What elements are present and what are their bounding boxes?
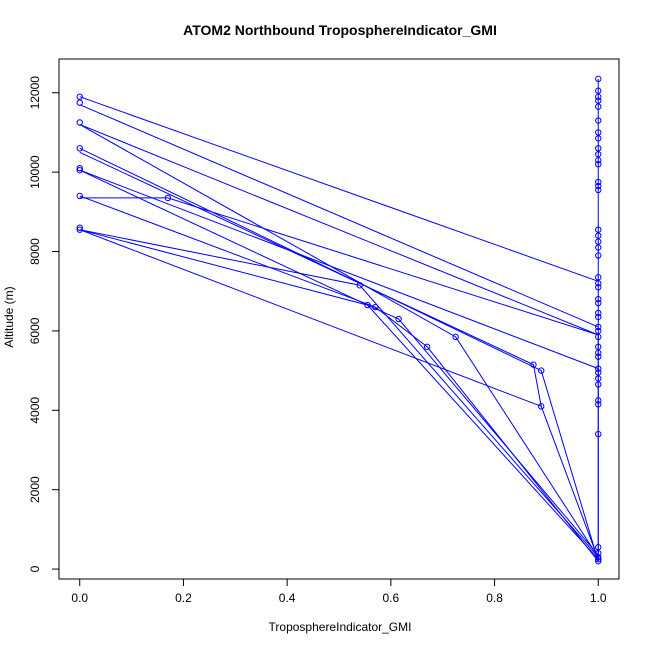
series-line [79,229,599,558]
data-point [595,430,602,438]
data-point [76,99,83,106]
data-point [595,145,602,152]
x-tick-label: 1.0 [590,591,607,605]
x-tick-label: 0.4 [279,591,296,605]
y-tick-label: 8000 [28,238,42,265]
data-point [595,313,602,321]
x-tick-label: 0.6 [383,591,400,605]
data-point [595,244,602,251]
data-point [595,365,602,372]
data-point [595,323,602,331]
data-point [595,87,602,94]
data-point [538,403,545,410]
data-point [538,367,545,374]
x-tick-label: 0.2 [175,591,192,605]
data-point [595,238,602,245]
data-point [595,309,602,317]
plot-frame [58,58,620,580]
data-point [164,194,172,202]
data-point [595,103,602,110]
data-point [595,280,602,287]
data-point [395,315,402,323]
series-lines [79,78,599,562]
y-tick-label: 6000 [28,317,42,344]
data-point [595,557,602,565]
data-point [595,226,602,233]
y-tick-label: 2000 [28,476,42,503]
data-point [595,401,602,408]
data-point [76,164,83,172]
data-point [595,157,602,164]
data-point [530,361,537,368]
data-point [356,282,363,289]
data-point [595,135,602,142]
data-point [595,327,602,335]
data-point [595,349,602,356]
data-point [595,397,602,404]
data-point [76,192,83,200]
y-tick-label: 0 [28,565,42,572]
data-point [595,353,602,360]
data-point [364,301,371,309]
data-point [595,375,602,382]
data-point [595,97,602,104]
data-point [595,553,602,561]
y-axis-label: Altitude (m) [2,286,16,347]
data-point [595,369,602,376]
data-point [76,166,83,174]
series-line [79,151,599,560]
x-tick-label: 0.0 [71,591,88,605]
data-point [595,252,602,259]
series-line [79,124,599,558]
series-line [79,195,599,562]
data-point [595,182,602,190]
data-point [76,224,83,231]
series-line [79,96,599,282]
y-tick-label: 4000 [28,397,42,424]
series-line [79,197,599,336]
data-point [595,555,602,563]
data-point [595,295,602,303]
series-line [79,229,599,560]
x-axis-label: TroposphereIndicator_GMI [269,620,412,634]
data-point [595,178,602,186]
data-point [76,145,83,152]
data-point [423,343,431,350]
chart-title: ATOM2 Northbound TroposphereIndicator_GM… [183,22,497,38]
data-point [595,381,602,388]
data-point [595,232,602,239]
data-point [595,160,602,168]
data-point [595,284,602,291]
data-point [76,119,83,126]
series-line [79,147,599,562]
y-tick-label: 10000 [28,155,42,189]
data-point [595,186,602,194]
data-point [595,544,602,551]
data-point [595,274,602,281]
data-point [595,117,602,124]
data-point [595,129,602,136]
data-point [595,93,602,100]
series-line [79,169,599,556]
data-point [595,299,602,307]
axes: 0.0 0.2 0.4 0.6 0.8 1.0 0 2000 4000 6000 8000 10000… [28,58,620,605]
data-point [595,549,602,557]
data-point [595,333,602,341]
data-point [76,93,83,100]
series-line [79,229,542,407]
series-line [79,169,599,370]
data-point [372,303,379,311]
data-point [452,333,459,341]
y-tick-label: 12000 [28,76,42,110]
series-line [79,104,599,328]
x-tick-label: 0.8 [486,591,503,605]
data-point [76,226,83,233]
data-point [595,343,602,350]
data-point [595,151,602,158]
data-point [595,75,602,83]
data-points [76,75,602,565]
